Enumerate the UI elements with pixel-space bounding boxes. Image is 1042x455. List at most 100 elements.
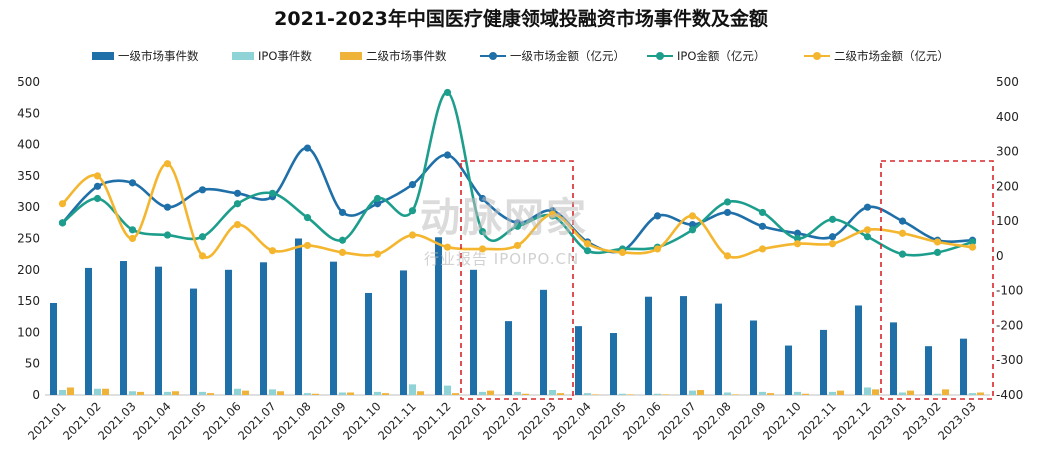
bar xyxy=(750,320,757,395)
legend-label: 二级市场事件数 xyxy=(366,49,447,63)
chart-legend: 一级市场事件数 IPO事件数 二级市场事件数 一级市场金额（亿元） IPO金额（亿元） 二… xyxy=(0,46,1042,66)
bar xyxy=(470,269,477,395)
series-point xyxy=(898,229,907,237)
series-point xyxy=(583,240,592,248)
bar xyxy=(277,391,284,395)
right-axis-tick-label: 300 xyxy=(996,145,1019,159)
bar xyxy=(689,390,696,395)
right-axis-tick-label: 500 xyxy=(996,75,1019,89)
bar xyxy=(85,267,92,395)
series-point xyxy=(688,226,697,234)
bar xyxy=(417,391,424,395)
series-point xyxy=(968,243,977,251)
legend-line-swatch xyxy=(647,52,673,60)
bar xyxy=(365,292,372,395)
bar xyxy=(855,305,862,395)
series-point xyxy=(163,160,172,168)
bar xyxy=(435,237,442,395)
left-axis-tick-label: 500 xyxy=(17,75,40,89)
legend-bar-swatch xyxy=(340,52,362,60)
bar xyxy=(732,394,739,395)
legend-label: IPO金额（亿元） xyxy=(677,49,766,63)
watermark-text: 动脉网家 xyxy=(420,195,588,241)
bar xyxy=(347,392,354,395)
series-point xyxy=(128,179,137,187)
bar xyxy=(120,261,127,395)
highlight-box xyxy=(460,160,574,400)
series-point xyxy=(373,194,382,203)
series-point xyxy=(933,248,942,257)
series-point xyxy=(93,182,102,190)
bar xyxy=(890,322,897,395)
series-point xyxy=(828,233,837,241)
bar xyxy=(872,389,879,395)
bar xyxy=(680,296,687,395)
bar xyxy=(829,391,836,395)
series-point xyxy=(93,194,102,203)
bar xyxy=(619,393,626,395)
right-axis-tick-label: -100 xyxy=(996,284,1023,298)
bar xyxy=(400,270,407,395)
bar xyxy=(505,321,512,395)
right-axis-tick-label: -300 xyxy=(996,353,1023,367)
series-point xyxy=(163,231,172,239)
left-axis-tick-label: 50 xyxy=(25,357,40,371)
series-point xyxy=(443,243,452,251)
legend-item: IPO金额（亿元） xyxy=(647,46,765,66)
series-point xyxy=(828,215,837,223)
legend-item: 一级市场事件数 xyxy=(92,46,199,66)
left-axis-tick-label: 400 xyxy=(17,138,40,152)
bar xyxy=(164,391,171,395)
series-point xyxy=(793,234,802,243)
bar xyxy=(207,393,214,395)
bar xyxy=(540,289,547,395)
right-axis-tick-label: -200 xyxy=(996,318,1023,332)
bar xyxy=(225,269,232,395)
bar xyxy=(295,238,302,395)
left-axis-tick-label: 300 xyxy=(17,200,40,214)
bar xyxy=(67,387,74,395)
series-point xyxy=(408,180,417,189)
legend-label: 一级市场金额（亿元） xyxy=(510,49,625,63)
series-point xyxy=(793,240,802,248)
bar xyxy=(724,392,731,395)
series-point xyxy=(128,226,137,234)
chart-title: 2021-2023年中国医疗健康领域投融资市场事件数及金额 xyxy=(274,8,768,30)
series-point xyxy=(373,200,382,208)
left-axis-tick-label: 100 xyxy=(17,325,40,339)
bar xyxy=(190,288,197,395)
series-point xyxy=(198,233,207,241)
legend-label: 二级市场金额（亿元） xyxy=(834,49,949,63)
watermark-subtext: 行业报告 IPOIPO.CN xyxy=(424,250,580,268)
bar xyxy=(330,261,337,395)
bar xyxy=(129,391,136,395)
bar xyxy=(977,392,984,395)
series-point xyxy=(233,189,242,197)
bar xyxy=(592,394,599,395)
bar xyxy=(942,389,949,395)
series-point xyxy=(338,248,347,257)
bar xyxy=(409,384,416,395)
bar xyxy=(487,390,494,395)
series-point xyxy=(373,250,382,258)
left-axis-tick-label: 250 xyxy=(17,232,40,246)
bar xyxy=(767,393,774,395)
series-point xyxy=(863,233,872,241)
series-point xyxy=(863,226,872,234)
left-axis-tick-label: 0 xyxy=(32,388,40,402)
series-point xyxy=(338,208,347,217)
left-axis-tick-label: 350 xyxy=(17,169,40,183)
bar xyxy=(234,388,241,395)
bar xyxy=(925,346,932,395)
bar xyxy=(697,389,704,395)
series-point xyxy=(898,250,907,258)
bar xyxy=(899,392,906,395)
bar xyxy=(269,389,276,395)
bar xyxy=(50,302,57,395)
bar xyxy=(934,393,941,395)
left-axis-tick-label: 200 xyxy=(17,263,40,277)
series-point xyxy=(233,220,242,229)
series-point xyxy=(303,144,312,152)
bar xyxy=(864,387,871,395)
series-point xyxy=(653,245,662,253)
